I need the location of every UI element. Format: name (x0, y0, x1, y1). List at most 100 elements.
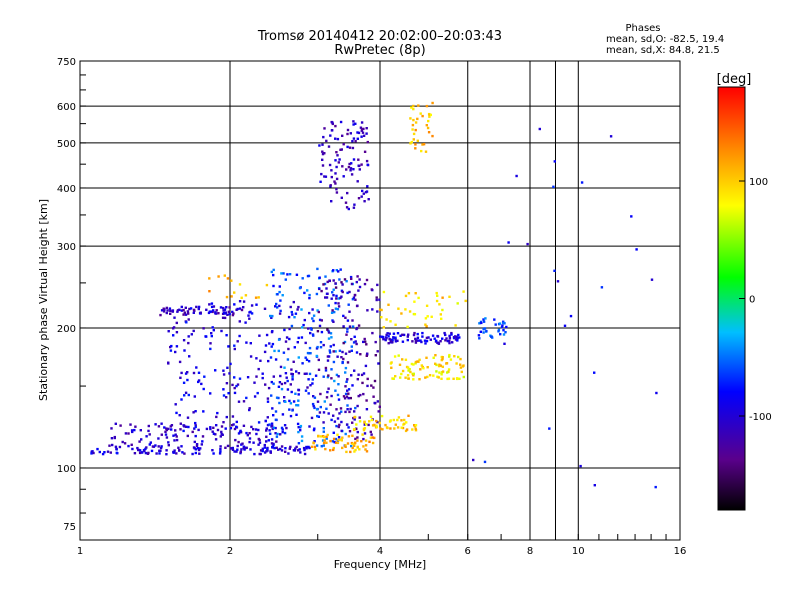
data-point (362, 427, 366, 431)
data-point (291, 375, 294, 378)
data-point (348, 350, 351, 353)
data-point (340, 196, 343, 199)
data-point (478, 337, 481, 340)
data-point (290, 310, 293, 314)
data-point (348, 162, 351, 166)
data-point (356, 436, 359, 439)
data-point (312, 442, 315, 445)
data-point (178, 308, 181, 311)
data-point (448, 353, 451, 357)
data-point (308, 311, 311, 315)
data-point (319, 180, 322, 183)
data-point (272, 268, 275, 272)
data-point (373, 401, 376, 405)
data-point (255, 375, 258, 378)
data-point (184, 306, 187, 309)
data-point (345, 206, 349, 209)
data-point (650, 278, 654, 281)
data-point (220, 430, 223, 434)
data-point (394, 338, 397, 341)
data-point (250, 304, 254, 307)
data-point (322, 411, 326, 414)
data-point (460, 370, 463, 374)
data-point (351, 146, 355, 150)
data-point (477, 334, 481, 337)
data-point (208, 303, 211, 306)
data-point (357, 197, 361, 200)
data-point (195, 443, 199, 446)
data-point (365, 399, 368, 402)
data-point (336, 441, 340, 445)
data-point (340, 281, 343, 284)
data-point (431, 101, 434, 105)
data-point (333, 180, 336, 183)
data-point (355, 326, 359, 330)
data-point (165, 453, 168, 456)
data-point (270, 442, 274, 445)
data-point (416, 336, 420, 339)
data-point (233, 427, 237, 431)
data-point (205, 308, 208, 311)
data-point (321, 152, 325, 156)
data-point (322, 375, 325, 378)
data-point (197, 307, 200, 311)
data-point (192, 308, 196, 312)
data-point (185, 321, 188, 324)
data-point (350, 173, 354, 176)
data-point (201, 435, 205, 438)
data-point (166, 309, 169, 312)
data-point (278, 290, 281, 294)
data-point (133, 452, 137, 455)
data-point (297, 430, 300, 434)
data-point (289, 445, 292, 449)
data-point (215, 424, 218, 427)
data-point (209, 310, 213, 313)
data-point (355, 342, 358, 346)
data-point (171, 309, 175, 312)
data-point (233, 347, 236, 351)
data-point (332, 279, 335, 282)
data-point (193, 427, 196, 430)
data-point (399, 334, 402, 337)
data-point (356, 404, 359, 408)
data-point (174, 433, 177, 436)
data-point (165, 428, 168, 432)
data-point (317, 358, 320, 362)
data-point (308, 296, 311, 300)
data-point (382, 326, 385, 329)
data-point (219, 306, 223, 309)
data-point (278, 381, 282, 384)
data-point (274, 358, 278, 361)
data-point (348, 325, 352, 328)
data-point (412, 132, 416, 136)
data-point (263, 451, 267, 454)
data-point (175, 321, 178, 325)
data-point (281, 428, 284, 431)
data-point (272, 284, 275, 288)
data-point (265, 427, 268, 430)
data-point (332, 294, 335, 297)
data-point (236, 383, 240, 386)
data-point (271, 330, 274, 333)
data-point (437, 342, 440, 345)
data-point (484, 317, 487, 320)
data-point (337, 375, 340, 378)
data-point (387, 342, 390, 345)
data-point (127, 444, 130, 448)
data-point (183, 425, 186, 428)
data-point (272, 414, 275, 417)
data-point (257, 443, 260, 446)
data-point (328, 163, 332, 167)
data-point (360, 440, 363, 443)
data-point (270, 422, 274, 425)
data-point (310, 416, 314, 420)
data-point (265, 429, 268, 432)
data-point (325, 296, 329, 299)
data-point (309, 384, 312, 387)
data-point (394, 336, 397, 339)
data-point (368, 440, 371, 443)
data-point (313, 427, 316, 430)
data-point (335, 188, 338, 191)
data-point (412, 333, 416, 337)
data-point (346, 327, 349, 330)
